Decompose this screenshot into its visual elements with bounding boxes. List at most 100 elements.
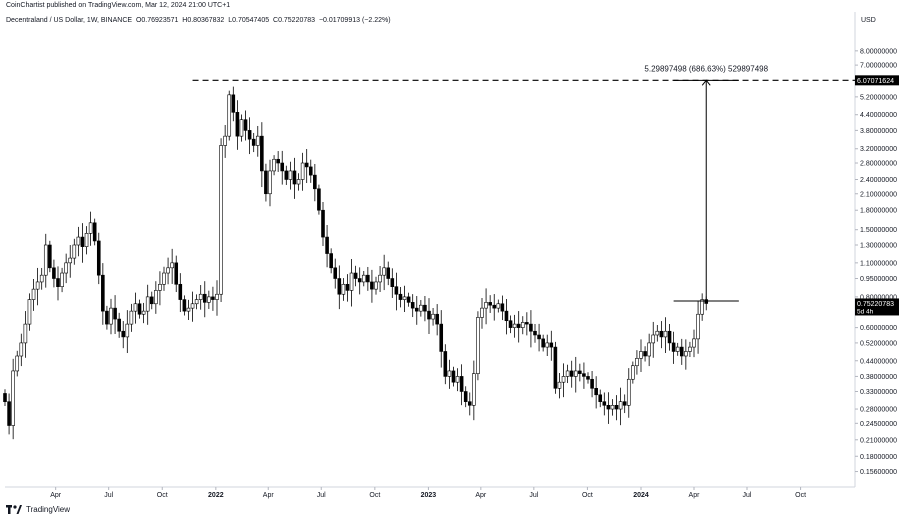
x-tick-label: Oct xyxy=(795,492,806,499)
candle-body xyxy=(215,293,219,300)
open-label: O xyxy=(135,17,142,24)
candle-body xyxy=(23,323,28,344)
resistance-price-tag xyxy=(855,75,899,86)
candle-body xyxy=(451,370,456,383)
y-tick-label: 0.21000000 xyxy=(860,437,897,444)
symbol-legend: Decentraland / US Dollar, 1W, BINANCE O0… xyxy=(6,17,391,24)
candle-body xyxy=(594,388,598,396)
high-label: H xyxy=(182,17,188,24)
candle-body xyxy=(337,278,342,295)
current-price-countdown: 5d 4h xyxy=(857,308,874,315)
candle-body xyxy=(272,158,276,172)
candle-body xyxy=(361,274,366,283)
candle-body xyxy=(353,272,358,279)
candle-body xyxy=(84,233,89,247)
y-tick-label: 0.33000000 xyxy=(860,389,897,396)
candle-body xyxy=(198,293,203,300)
candle-body xyxy=(211,296,215,300)
candle-body xyxy=(68,257,73,264)
candle-body xyxy=(170,262,174,269)
candle-body xyxy=(31,288,36,300)
candle-body xyxy=(7,401,11,426)
candle-body xyxy=(137,303,142,315)
candle-body xyxy=(631,365,635,380)
y-tick-label: 0.15600000 xyxy=(860,469,897,476)
candle-body xyxy=(378,274,382,283)
candle-body xyxy=(700,299,704,315)
publish-credit: CoinChartist published on TradingView.co… xyxy=(6,2,231,9)
candle-body xyxy=(614,405,619,410)
candle-body xyxy=(48,244,52,269)
candle-body xyxy=(647,342,651,357)
candle-body xyxy=(88,222,93,234)
candle-body xyxy=(496,303,501,309)
y-tick-label: 5.20000000 xyxy=(860,94,897,101)
y-tick-label: 0.44000000 xyxy=(860,358,897,365)
candle-body xyxy=(423,304,427,312)
candle-body xyxy=(561,376,566,383)
footer-brand: TradingView xyxy=(6,505,70,514)
candle-body xyxy=(541,338,545,348)
candle-body xyxy=(141,310,146,315)
close-value: 0.75220783 xyxy=(278,17,316,24)
x-tick-label: Apr xyxy=(263,492,275,499)
low-label: L xyxy=(228,17,233,24)
candle-body xyxy=(439,323,444,352)
close-label: C xyxy=(273,17,279,24)
x-tick-label: Apr xyxy=(50,492,62,499)
y-tick-label: 0.60000000 xyxy=(860,325,897,332)
candle-body xyxy=(113,307,117,320)
candle-body xyxy=(268,170,272,195)
candle-body xyxy=(317,188,321,211)
y-tick-label: 8.00000000 xyxy=(860,48,897,55)
candle-body xyxy=(635,358,639,367)
measure-arrow-icon xyxy=(701,79,711,86)
x-tick-label: Oct xyxy=(157,492,168,499)
candle-body xyxy=(639,351,643,359)
currency-label: USD xyxy=(861,17,876,24)
candle-body xyxy=(96,240,101,276)
candle-body xyxy=(463,391,468,402)
y-tick-label: 2.80000000 xyxy=(860,161,897,168)
candle-body xyxy=(345,283,350,291)
candle-body xyxy=(370,281,374,290)
candle-body xyxy=(166,267,170,274)
y-tick-label: 0.28000000 xyxy=(860,407,897,414)
candle-body xyxy=(419,304,423,312)
y-tick-label: 1.50000000 xyxy=(860,227,897,234)
candle-body xyxy=(386,267,391,279)
x-tick-label: Apr xyxy=(689,492,701,499)
candle-body xyxy=(447,370,452,377)
candle-body xyxy=(573,370,578,377)
candle-body xyxy=(321,209,325,238)
y-tick-label: 2.40000000 xyxy=(860,177,897,184)
candle-body xyxy=(569,370,574,377)
candle-body xyxy=(239,119,244,137)
candle-body xyxy=(651,334,656,344)
candle-body xyxy=(145,296,150,312)
candle-body xyxy=(72,244,77,259)
candle-body xyxy=(39,274,44,283)
open-value: 0.76923571 xyxy=(141,17,179,24)
candle-body xyxy=(504,310,509,322)
x-tick-label: Jul xyxy=(104,492,113,499)
candle-body xyxy=(35,281,40,290)
candle-body xyxy=(357,278,362,283)
candle-body xyxy=(186,307,191,312)
candle-body xyxy=(565,370,570,377)
candle-body xyxy=(341,283,346,295)
x-tick-label: Oct xyxy=(369,492,380,499)
y-tick-label: 1.80000000 xyxy=(860,208,897,215)
candle-body xyxy=(276,158,280,164)
tradingview-logo-icon xyxy=(6,505,22,514)
candle-body xyxy=(202,293,207,303)
candle-body xyxy=(684,351,688,357)
candle-body xyxy=(43,244,48,276)
y-tick-label: 1.10000000 xyxy=(860,260,897,267)
candle-body xyxy=(696,313,700,340)
candle-body xyxy=(162,272,166,285)
candle-body xyxy=(366,274,370,283)
candle-body xyxy=(329,253,333,269)
x-tick-label: Apr xyxy=(475,492,487,499)
